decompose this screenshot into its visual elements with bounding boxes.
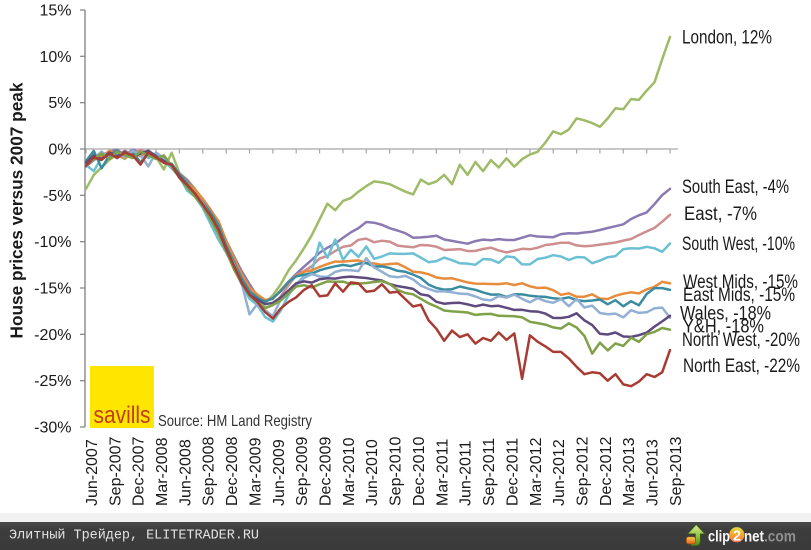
svg-text:Sep-2012: Sep-2012 bbox=[575, 437, 592, 506]
svg-text:-25%: -25% bbox=[34, 373, 71, 390]
svg-text:10%: 10% bbox=[39, 49, 71, 66]
svg-text:Sep-2011: Sep-2011 bbox=[481, 438, 498, 506]
svg-text:North West, -20%: North West, -20% bbox=[682, 330, 800, 351]
svg-text:Jun-2007: Jun-2007 bbox=[84, 439, 101, 506]
svg-text:-5%: -5% bbox=[43, 188, 71, 205]
svg-text:Sep-2009: Sep-2009 bbox=[294, 437, 311, 506]
svg-text:Jun-2008: Jun-2008 bbox=[177, 439, 194, 506]
svg-text:savills: savills bbox=[94, 402, 151, 429]
svg-text:East, -7%: East, -7% bbox=[684, 204, 757, 225]
svg-text:-30%: -30% bbox=[34, 420, 71, 437]
svg-text:House prices versus 2007 peak: House prices versus 2007 peak bbox=[7, 82, 27, 338]
svg-text:Mar-2010: Mar-2010 bbox=[341, 437, 358, 506]
svg-text:West Mids, -15%: West Mids, -15% bbox=[683, 272, 798, 293]
svg-text:Y&H, -18%: Y&H, -18% bbox=[683, 317, 764, 338]
svg-text:Sep-2008: Sep-2008 bbox=[201, 437, 218, 506]
svg-text:South East, -4%: South East, -4% bbox=[682, 177, 789, 198]
svg-text:5%: 5% bbox=[48, 95, 71, 112]
svg-text:net: net bbox=[744, 529, 765, 546]
svg-text:Mar-2009: Mar-2009 bbox=[247, 437, 264, 506]
svg-text:Элитный Трейдер, ELITETRADER.R: Элитный Трейдер, ELITETRADER.RU bbox=[9, 529, 259, 544]
svg-text:Dec-2007: Dec-2007 bbox=[131, 437, 148, 506]
svg-text:Jun-2009: Jun-2009 bbox=[271, 439, 288, 506]
svg-text:clip: clip bbox=[708, 529, 730, 546]
svg-text:Mar-2012: Mar-2012 bbox=[528, 437, 545, 506]
svg-text:.com: .com bbox=[764, 529, 796, 546]
svg-text:Sep-2007: Sep-2007 bbox=[107, 437, 124, 506]
svg-text:London, 12%: London, 12% bbox=[682, 28, 772, 49]
svg-text:-15%: -15% bbox=[34, 281, 71, 298]
svg-text:Sep-2013: Sep-2013 bbox=[668, 437, 685, 506]
svg-text:Mar-2008: Mar-2008 bbox=[154, 437, 171, 506]
svg-text:Dec-2010: Dec-2010 bbox=[411, 437, 428, 506]
svg-text:-20%: -20% bbox=[34, 327, 71, 344]
svg-text:Mar-2011: Mar-2011 bbox=[434, 439, 451, 506]
svg-text:Wales, -18%: Wales, -18% bbox=[680, 304, 771, 325]
svg-text:Jun-2013: Jun-2013 bbox=[645, 439, 662, 506]
svg-text:2: 2 bbox=[733, 529, 741, 545]
svg-text:North East, -22%: North East, -22% bbox=[683, 356, 800, 377]
svg-text:15%: 15% bbox=[39, 3, 71, 20]
svg-text:Mar-2013: Mar-2013 bbox=[621, 437, 638, 506]
svg-text:Dec-2012: Dec-2012 bbox=[598, 437, 615, 506]
svg-text:Dec-2009: Dec-2009 bbox=[318, 437, 335, 506]
svg-text:0%: 0% bbox=[48, 142, 71, 159]
svg-text:Jun-2010: Jun-2010 bbox=[364, 439, 381, 506]
svg-text:Dec-2011: Dec-2011 bbox=[504, 438, 521, 506]
svg-text:Jun-2011: Jun-2011 bbox=[458, 440, 475, 506]
svg-text:-10%: -10% bbox=[34, 234, 71, 251]
svg-text:South West, -10%: South West, -10% bbox=[682, 234, 795, 255]
svg-text:East Mids, -15%: East Mids, -15% bbox=[683, 285, 795, 306]
svg-text:Jun-2012: Jun-2012 bbox=[551, 439, 568, 506]
svg-text:Sep-2010: Sep-2010 bbox=[388, 437, 405, 506]
svg-text:Source: HM Land Registry: Source: HM Land Registry bbox=[158, 413, 312, 430]
svg-text:Dec-2008: Dec-2008 bbox=[224, 437, 241, 506]
